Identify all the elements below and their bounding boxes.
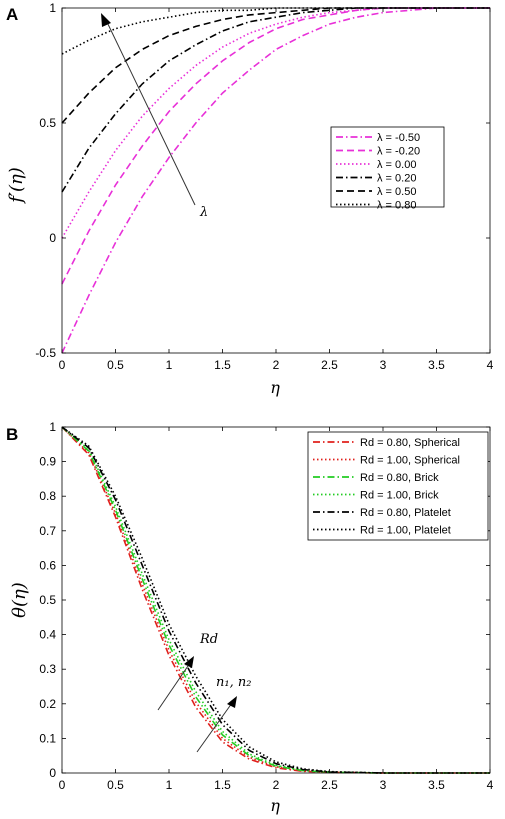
legend-label-2: λ = -0.20 xyxy=(377,146,420,158)
annotation-arrow-line xyxy=(105,19,196,206)
series-line-1 xyxy=(61,426,490,774)
y-tick-label: 0.9 xyxy=(39,455,56,469)
x-tick-label: 3.5 xyxy=(428,778,445,792)
y-tick-label: 0 xyxy=(49,231,56,245)
y-tick-label: 0.8 xyxy=(39,489,56,503)
annotation-lambda: λ xyxy=(199,205,208,220)
x-tick-label: 2 xyxy=(273,358,280,372)
y-tick-label: 0.2 xyxy=(39,697,56,711)
x-tick-label: 0.5 xyxy=(107,778,124,792)
legend-box xyxy=(330,126,445,208)
y-tick-label: 1 xyxy=(49,420,56,434)
legend: Rd = 0.80, Spherical Rd = 1.00, Spherical… xyxy=(307,431,489,541)
legend-label-4: Rd = 1.00, Brick xyxy=(360,490,439,502)
y-tick-label: 0.7 xyxy=(39,524,56,538)
legend-label-6: λ = 0.80 xyxy=(377,200,416,212)
x-tick-label: 3 xyxy=(380,358,387,372)
x-axis-label: η xyxy=(270,378,280,397)
series-line-4 xyxy=(61,7,490,193)
x-axis-label: η xyxy=(270,796,280,815)
y-tick-label: 0.3 xyxy=(39,662,56,676)
x-tick-label: 1 xyxy=(166,358,173,372)
annotation-arrow-head xyxy=(101,13,111,27)
y-tick-label: 0.4 xyxy=(39,628,56,642)
x-tick-label: 1 xyxy=(166,778,173,792)
x-tick-label: 2 xyxy=(273,778,280,792)
legend-label-6: Rd = 1.00, Platelet xyxy=(360,525,451,537)
annotation-arrow-head-rd xyxy=(184,656,194,668)
panel-b: B 0 0.5 1 1.5 2 2.5 3 3.5 4 0 0.1 0.2 0.3 0.4 0.5 0.6 0.7… xyxy=(6,420,494,815)
y-tick-label: 0.5 xyxy=(39,116,56,130)
legend-label-4: λ = 0.20 xyxy=(377,173,416,185)
legend-label-3: Rd = 0.80, Brick xyxy=(360,472,439,484)
y-tick-label: 1 xyxy=(49,1,56,15)
series-line-1 xyxy=(61,7,490,354)
y-tick-label: -0.5 xyxy=(35,346,56,360)
x-tick-label: 1.5 xyxy=(214,778,231,792)
series-line-6 xyxy=(61,426,490,774)
legend-label-5: Rd = 0.80, Platelet xyxy=(360,507,451,519)
legend-label-5: λ = 0.50 xyxy=(377,186,416,198)
x-tick-label: 4 xyxy=(487,358,494,372)
panel-letter: A xyxy=(6,5,18,24)
x-tick-label: 2.5 xyxy=(321,778,338,792)
x-tick-label: 3.5 xyxy=(428,358,445,372)
series-line-5 xyxy=(61,7,490,124)
annotation-arrow-head-n xyxy=(227,696,237,708)
y-tick-label: 0.6 xyxy=(39,558,56,572)
y-axis-label: f′(η) xyxy=(6,167,27,205)
x-tick-label: 2.5 xyxy=(321,358,338,372)
legend-label-2: Rd = 1.00, Spherical xyxy=(360,455,460,467)
x-tick-label: 0 xyxy=(59,778,66,792)
legend-label-1: Rd = 0.80, Spherical xyxy=(360,437,460,449)
series-line-6 xyxy=(61,7,490,55)
annotation-rd: Rd xyxy=(199,632,218,647)
legend: λ = -0.50λ = -0.20λ = 0.00λ = 0.20λ = 0.… xyxy=(330,126,445,212)
annotation-n1n2: n₁, n₂ xyxy=(216,675,251,690)
y-tick-label: 0 xyxy=(49,766,56,780)
annotation-arrow-line-n xyxy=(196,702,233,753)
x-tick-label: 1.5 xyxy=(214,358,231,372)
panel-letter: B xyxy=(6,425,18,444)
series-line-4 xyxy=(61,426,490,774)
y-tick-label: 0.5 xyxy=(39,593,56,607)
x-tick-label: 0.5 xyxy=(107,358,124,372)
legend-label-1: λ = -0.50 xyxy=(377,132,420,144)
x-tick-label: 3 xyxy=(380,778,387,792)
y-axis-label: θ(η) xyxy=(9,582,30,618)
x-tick-label: 0 xyxy=(59,358,66,372)
legend-label-3: λ = 0.00 xyxy=(377,159,416,171)
annotation-arrow-line-rd xyxy=(157,662,191,711)
y-tick-label: 0.1 xyxy=(39,731,56,745)
legend-box xyxy=(307,431,489,541)
x-tick-label: 4 xyxy=(487,778,494,792)
